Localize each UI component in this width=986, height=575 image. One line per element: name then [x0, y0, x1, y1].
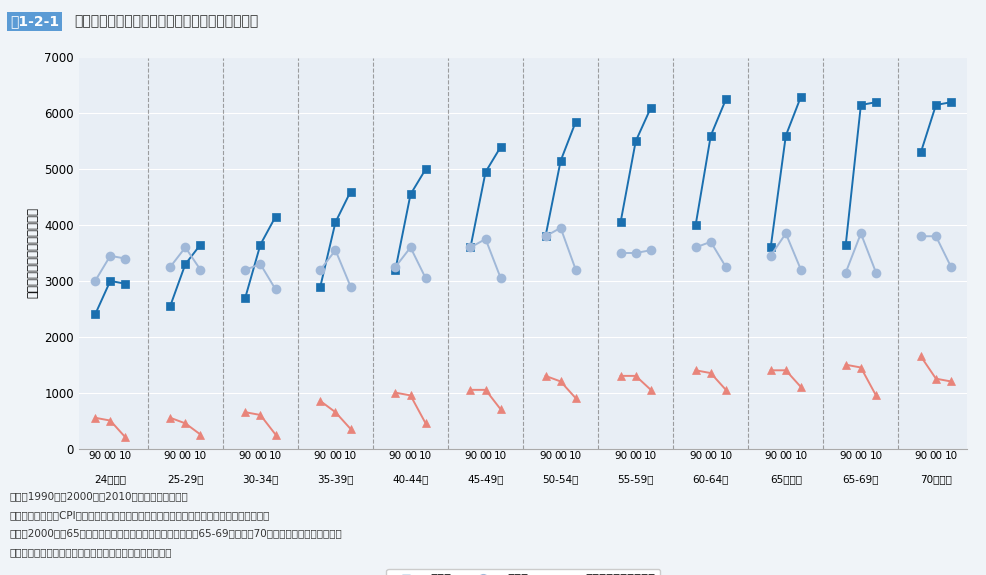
- Text: 70歳以上: 70歳以上: [919, 474, 951, 484]
- Text: 55-59歳: 55-59歳: [617, 474, 654, 484]
- Y-axis label: １世帯当たりの支出額（円）: １世帯当たりの支出額（円）: [26, 208, 38, 298]
- Legend: 電気代, ガス代, 他の光熱（主に灯油）: 電気代, ガス代, 他の光熱（主に灯油）: [386, 569, 660, 575]
- Text: 45-49歳: 45-49歳: [466, 474, 503, 484]
- Text: 世帯主年齢階級別の光熱費（等価消費ベース）: 世帯主年齢階級別の光熱費（等価消費ベース）: [74, 14, 258, 28]
- Text: 注１：1990年、2000年、2010年の光熱費を比較。: 注１：1990年、2000年、2010年の光熱費を比較。: [10, 492, 188, 501]
- Text: 65-69歳: 65-69歳: [842, 474, 879, 484]
- Text: 24歳以下: 24歳以下: [95, 474, 126, 484]
- Text: 50-54歳: 50-54歳: [542, 474, 578, 484]
- Text: 60-64歳: 60-64歳: [692, 474, 729, 484]
- Text: ３：2000年の65歳以上の支出額と世帯人員については、「65-69歳」と「70歳以上」の平均値を使用。: ３：2000年の65歳以上の支出額と世帯人員については、「65-69歳」と「70…: [10, 528, 342, 538]
- Text: 30-34歳: 30-34歳: [242, 474, 278, 484]
- Text: 35-39歳: 35-39歳: [317, 474, 353, 484]
- Text: 65歳以上: 65歳以上: [769, 474, 801, 484]
- Text: 40-44歳: 40-44歳: [391, 474, 428, 484]
- Text: 図1-2-1: 図1-2-1: [10, 14, 59, 28]
- Text: ２：各消費額はCPIで実質化し、等価消費（世帯人員の平方根で除した消費額）で比較。: ２：各消費額はCPIで実質化し、等価消費（世帯人員の平方根で除した消費額）で比較…: [10, 510, 270, 520]
- Text: 資料：総務省「家計調査」、「消費者物価指数」より作成: 資料：総務省「家計調査」、「消費者物価指数」より作成: [10, 547, 173, 557]
- Text: 25-29歳: 25-29歳: [167, 474, 203, 484]
